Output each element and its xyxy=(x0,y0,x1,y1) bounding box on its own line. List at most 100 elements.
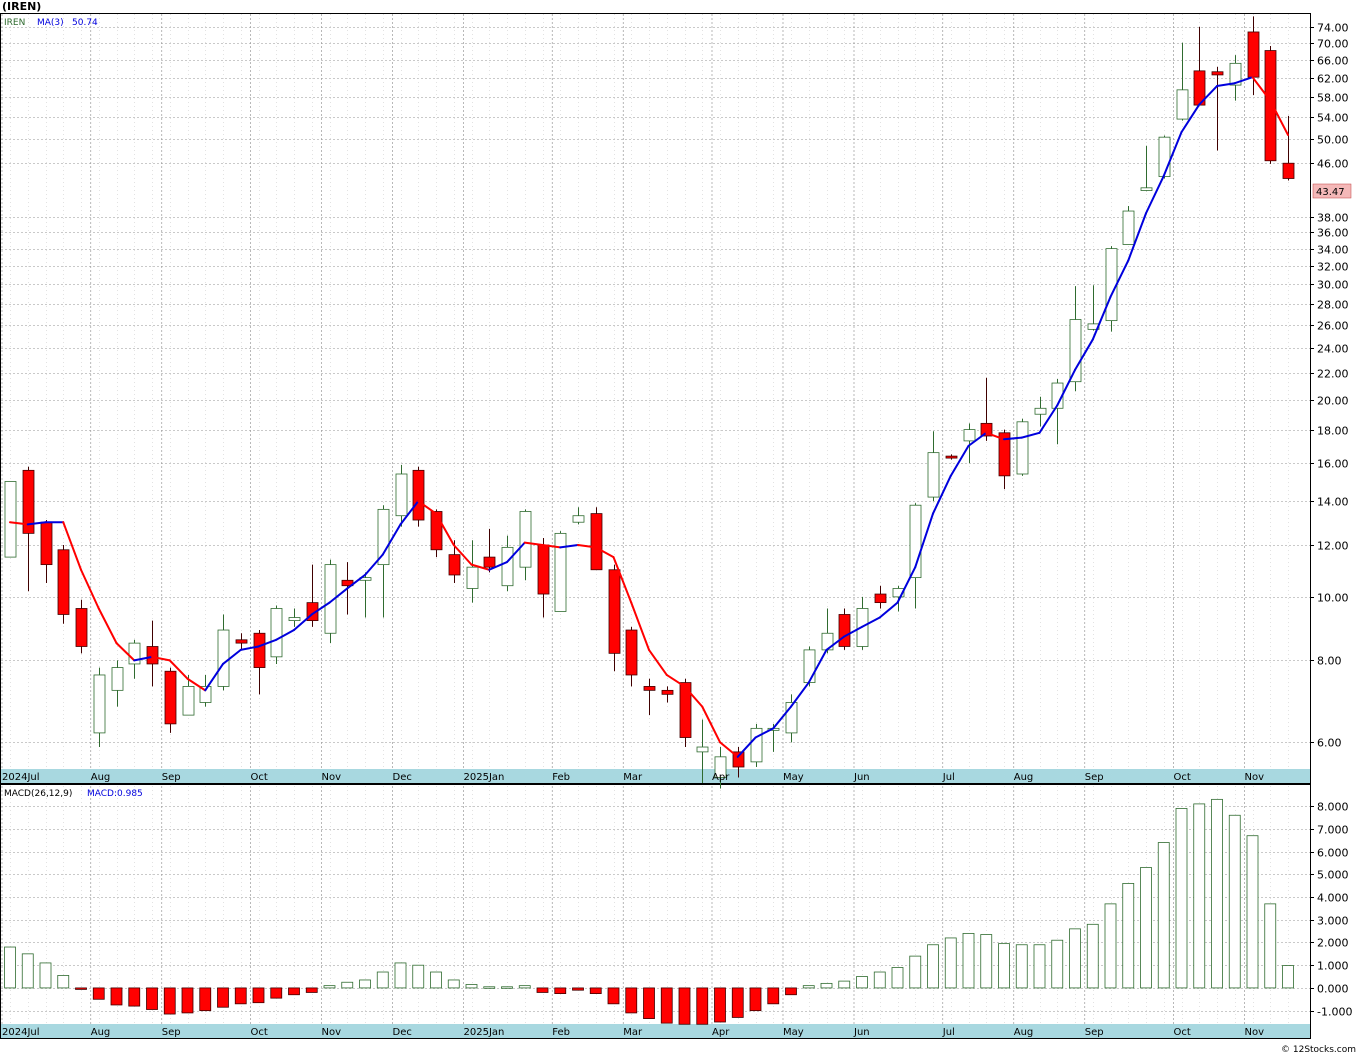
macd-y-tick-label: 4.000 xyxy=(1317,892,1349,905)
ma3-segment xyxy=(275,629,295,641)
x-tick-label: Nov xyxy=(1245,1027,1265,1038)
macd-bar xyxy=(518,985,531,989)
ma3-segment xyxy=(115,642,136,662)
candle-body xyxy=(927,452,940,498)
x-tick-label: Feb xyxy=(552,772,570,783)
candle-body xyxy=(679,682,692,738)
ma3-segment xyxy=(1109,259,1130,298)
macd-bar xyxy=(749,987,762,1012)
ma3-segment xyxy=(435,512,455,546)
candle-body xyxy=(377,508,390,566)
candle-body xyxy=(253,632,266,668)
macd-bar xyxy=(625,987,638,1014)
macd-bar xyxy=(1193,803,1206,989)
macd-y-tick-label: 7.000 xyxy=(1317,824,1349,837)
price-panel-frame xyxy=(0,13,1311,784)
candle-body xyxy=(696,746,709,753)
ma3-segment xyxy=(328,587,349,604)
candle-body xyxy=(714,756,727,778)
macd-bar xyxy=(767,987,780,1005)
ma3-segment xyxy=(1091,295,1112,341)
x-tick-label: Jul xyxy=(942,1027,955,1038)
macd-bar xyxy=(536,987,549,993)
ma3-segment xyxy=(470,563,491,571)
x-tick-label: Dec xyxy=(393,1027,412,1038)
ma3-segment xyxy=(1233,76,1254,85)
macd-bar xyxy=(785,987,797,996)
macd-bar xyxy=(430,971,442,989)
price-legend-ma-value: 50.74 xyxy=(72,18,98,28)
ma3-segment xyxy=(665,673,686,688)
price-y-tick-label: 74.00 xyxy=(1317,22,1349,35)
candle-body xyxy=(146,646,159,665)
price-y-tick-label: 54.00 xyxy=(1317,112,1349,125)
macd-bar xyxy=(731,987,744,1018)
macd-bar xyxy=(288,987,300,996)
price-y-tick-label: 36.00 xyxy=(1317,227,1349,240)
macd-bar xyxy=(199,987,212,1012)
macd-bar xyxy=(252,987,265,1004)
x-tick-label: Dec xyxy=(393,772,412,783)
price-y-tick-label: 16.00 xyxy=(1317,458,1349,471)
macd-bar xyxy=(1122,883,1135,989)
ma3-segment xyxy=(967,431,988,447)
x-tick-label: 2024Jul xyxy=(2,1027,40,1038)
ma3-segment xyxy=(577,543,597,549)
candle-body xyxy=(732,751,745,768)
candle-body xyxy=(466,566,479,589)
ma3-segment xyxy=(417,500,437,515)
ma3-segment xyxy=(222,648,242,665)
macd-bar xyxy=(1015,944,1028,989)
x-tick-label: Nov xyxy=(322,1027,342,1038)
ma3-segment xyxy=(594,546,615,559)
macd-bar xyxy=(341,981,354,989)
ma3-segment xyxy=(1216,82,1236,88)
candle-body xyxy=(803,649,816,683)
candle-body xyxy=(306,602,319,622)
x-tick-label: Nov xyxy=(1245,772,1265,783)
ma3-segment xyxy=(506,541,526,564)
macd-bar xyxy=(696,987,709,1025)
price-y-tick-label: 30.00 xyxy=(1317,279,1349,292)
x-tick-label: Sep xyxy=(1085,772,1104,783)
ma3-segment xyxy=(186,677,207,692)
macd-y-tick-label: 6.000 xyxy=(1317,847,1349,860)
macd-bar xyxy=(1228,814,1241,989)
candle-body xyxy=(483,556,496,568)
macd-bar xyxy=(323,985,336,989)
candle-body xyxy=(1176,89,1189,120)
ma3-segment xyxy=(523,541,544,546)
ma3-segment xyxy=(1269,99,1289,136)
macd-bar xyxy=(146,987,158,1010)
candle-body xyxy=(217,629,230,687)
ma3-segment xyxy=(648,648,668,676)
candle-body xyxy=(412,469,425,521)
x-tick-label: Sep xyxy=(162,1027,181,1038)
candle-body xyxy=(750,727,763,763)
ma3-segment xyxy=(949,444,970,477)
price-y-tick-label: 28.00 xyxy=(1317,299,1349,312)
price-y-tick-label: 10.00 xyxy=(1317,592,1349,605)
candle-body xyxy=(1264,50,1277,162)
price-y-tick-label: 14.00 xyxy=(1317,496,1349,509)
macd-bar xyxy=(39,962,52,989)
candle-body xyxy=(1282,162,1295,179)
x-tick-label: Oct xyxy=(251,1027,268,1038)
price-y-tick-label: 24.00 xyxy=(1317,343,1349,356)
macd-bar xyxy=(412,964,425,989)
price-y-tick-label: 8.00 xyxy=(1317,655,1342,668)
ma3-segment xyxy=(541,543,562,549)
macd-bar xyxy=(501,986,513,989)
candle-body xyxy=(182,686,195,716)
macd-bar xyxy=(376,971,389,989)
macd-bar xyxy=(1157,842,1170,989)
ma3-segment xyxy=(488,561,508,571)
candle-body xyxy=(40,521,53,566)
price-y-tick-label: 26.00 xyxy=(1317,320,1349,333)
x-tick-label: Jun xyxy=(853,772,870,783)
macd-legend-label: MACD(26,12,9) xyxy=(4,789,72,799)
candle-body xyxy=(537,544,550,595)
ma3-segment xyxy=(452,543,473,566)
candle-body xyxy=(93,674,106,734)
macd-bar xyxy=(447,979,460,989)
